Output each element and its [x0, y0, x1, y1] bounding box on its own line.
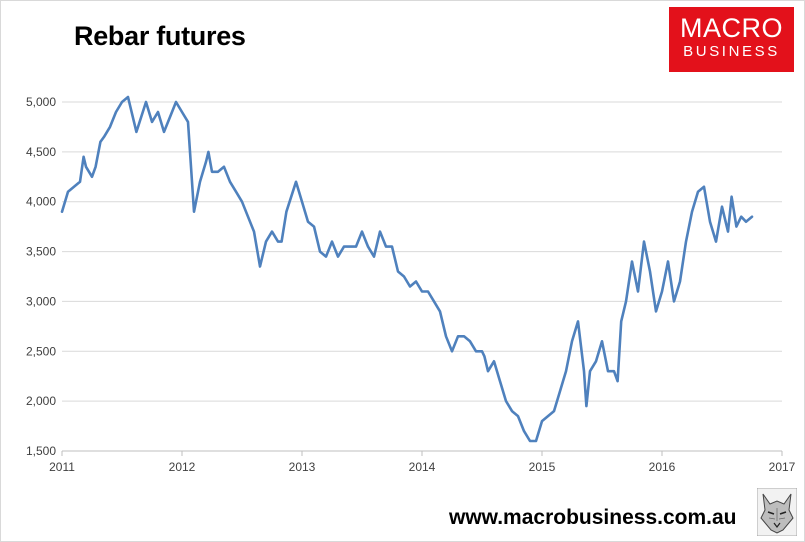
y-tick-label: 5,000 — [26, 95, 56, 109]
macrobusiness-logo: MACRO BUSINESS — [669, 7, 794, 72]
y-tick-label: 4,000 — [26, 195, 56, 209]
logo-line-1: MACRO — [680, 13, 783, 43]
chart-title: Rebar futures — [74, 21, 246, 51]
wolf-logo-icon — [757, 488, 797, 536]
x-tick-label: 2016 — [649, 460, 676, 474]
x-tick-label: 2013 — [289, 460, 316, 474]
y-tick-label: 4,500 — [26, 145, 56, 159]
x-tick-label: 2012 — [169, 460, 196, 474]
y-tick-label: 3,500 — [26, 245, 56, 259]
footer-url: www.macrobusiness.com.au — [449, 506, 737, 529]
x-tick-label: 2014 — [409, 460, 436, 474]
y-tick-label: 2,500 — [26, 344, 56, 358]
x-tick-label: 2015 — [529, 460, 556, 474]
series-line-0 — [60, 95, 754, 443]
x-tick-label: 2011 — [49, 460, 75, 474]
y-tick-label: 1,500 — [26, 444, 56, 458]
y-tick-label: 2,000 — [26, 394, 56, 408]
y-tick-label: 3,000 — [26, 294, 56, 308]
logo-line-2: BUSINESS — [683, 43, 780, 60]
x-tick-label: 2017 — [769, 460, 796, 474]
